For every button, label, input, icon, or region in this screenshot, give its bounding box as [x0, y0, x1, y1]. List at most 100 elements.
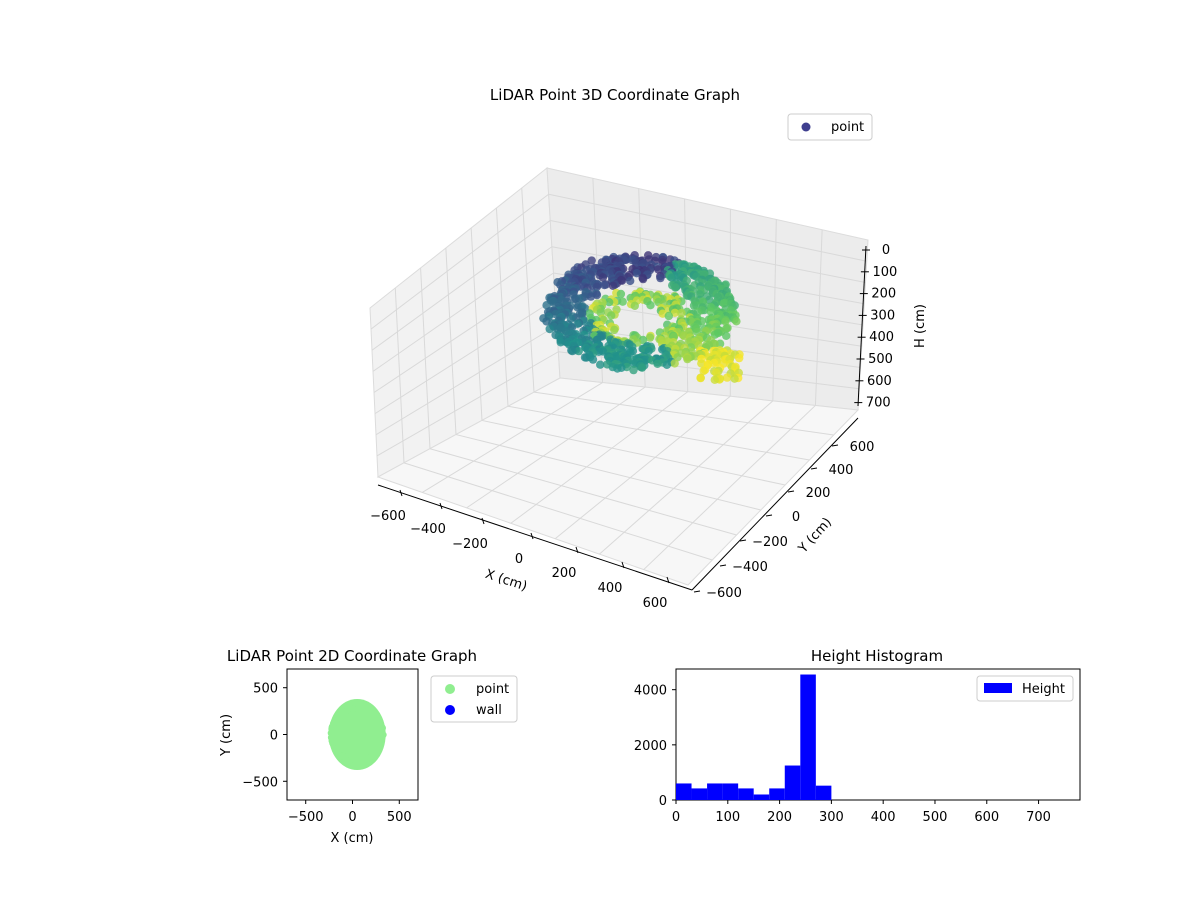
- x-axis-label-2d: X (cm): [331, 831, 374, 846]
- point-3d: [664, 311, 673, 321]
- point-3d: [722, 373, 732, 382]
- point-3d: [670, 359, 679, 368]
- point-2d: [339, 752, 346, 760]
- grid-line: [403, 462, 713, 561]
- point-3d: [735, 353, 744, 363]
- point-3d: [608, 281, 618, 290]
- grid-line: [599, 400, 774, 555]
- histogram: Height Histogram 0 100 200 300 400 500 600 7000…: [634, 647, 1081, 825]
- point-3d: [632, 269, 641, 278]
- grid-line: [643, 405, 816, 570]
- point-3d: [573, 303, 582, 312]
- y-tick-mark-3d: [831, 444, 839, 447]
- legend-3d-label: point: [831, 120, 864, 135]
- y-tick-mark-3d: [739, 539, 747, 542]
- point-3d: [605, 298, 614, 307]
- point-3d: [629, 365, 638, 375]
- y-tick-label-2d: 500: [253, 682, 278, 697]
- histogram-y-tick-label: 4000: [634, 684, 667, 699]
- z-ticks-3d: 0 100 200 300 400 500 600 700: [854, 243, 897, 411]
- point-2d: [349, 705, 357, 713]
- point-3d: [616, 289, 626, 299]
- y-tick-mark-3d: [719, 564, 727, 567]
- y-ticks-3d: −600 −400 −200 0 200 400 600: [693, 440, 874, 601]
- x-tick-label-3d: 400: [598, 581, 623, 596]
- point-3d: [592, 282, 602, 291]
- grid-line: [376, 351, 559, 457]
- histogram-bar: [676, 783, 692, 800]
- point-3d: [638, 274, 648, 284]
- point-3d: [710, 375, 719, 384]
- histogram-y-tick-label: 0: [659, 794, 667, 809]
- x-ticks-3d: −600 −400 −200 0 200 400 600: [370, 489, 670, 611]
- point-2d: [364, 754, 372, 762]
- point-3d: [699, 366, 708, 376]
- grid-line: [429, 448, 737, 536]
- y-tick-mark-3d: [810, 467, 818, 470]
- histogram-title: Height Histogram: [811, 647, 943, 665]
- histogram-x-tick-label: 200: [767, 810, 792, 825]
- z-tick-label-3d: 300: [870, 308, 895, 323]
- z-tick-label-3d: 700: [866, 396, 891, 411]
- histogram-bars: [676, 674, 832, 800]
- y-tick-mark-3d: [693, 590, 701, 593]
- histogram-x-tick-label: 400: [871, 810, 896, 825]
- point-2d: [376, 718, 384, 726]
- point-3d: [683, 354, 692, 364]
- y-tick-label-2d: −500: [242, 775, 278, 790]
- point-3d: [730, 374, 739, 383]
- y-tick-label-3d: −400: [732, 560, 768, 575]
- point-3d: [570, 295, 579, 304]
- point-3d: [644, 346, 653, 356]
- grid-line: [548, 193, 867, 262]
- legend-3d-marker: [801, 122, 811, 132]
- point-3d: [568, 346, 577, 356]
- x-tick-label-2d: 500: [387, 810, 412, 825]
- x-tick-label-2d: −500: [288, 810, 324, 825]
- point-3d: [629, 359, 639, 368]
- y-tick-mark-3d: [787, 490, 795, 493]
- histogram-x-tick-label: 500: [923, 810, 948, 825]
- point-3d: [574, 346, 583, 356]
- point-3d: [582, 353, 591, 362]
- point-3d: [637, 363, 647, 372]
- z-tick-label-3d: 200: [871, 287, 896, 302]
- point-3d: [596, 360, 605, 369]
- grid-line: [507, 405, 810, 461]
- plot-2d: LiDAR Point 2D Coordinate Graph −500 0 500…: [219, 647, 518, 846]
- point-3d: [721, 317, 730, 326]
- histogram-ticks: 0 100 200 300 400 500 600 700 0 2000 4000: [634, 684, 1051, 825]
- x-tick-label-3d: 0: [515, 552, 523, 567]
- point-3d: [545, 324, 554, 334]
- x-tick-label-3d: 200: [552, 566, 577, 581]
- point-2d: [343, 707, 351, 715]
- point-3d: [626, 276, 635, 286]
- point-3d: [646, 301, 655, 310]
- point-3d: [645, 333, 655, 342]
- y-tick-mark-3d: [765, 514, 773, 517]
- histogram-x-tick-label: 300: [819, 810, 844, 825]
- legend-2d: point wall: [430, 675, 518, 723]
- z-axis-line: [857, 245, 867, 407]
- x-tick-label-3d: −200: [452, 537, 488, 552]
- histogram-x-tick-label: 100: [715, 810, 740, 825]
- y-tick-label-3d: −200: [752, 535, 788, 550]
- histogram-x-tick-label: 600: [974, 810, 999, 825]
- point-2d: [347, 756, 355, 764]
- y-tick-label-3d: 400: [829, 463, 854, 478]
- grid-line: [455, 434, 761, 511]
- pane-floor: [376, 377, 860, 586]
- point-3d: [556, 338, 565, 347]
- legend-histogram-swatch: [984, 683, 1012, 693]
- grid-line: [422, 382, 603, 493]
- z-tick-label-3d: 0: [882, 243, 890, 258]
- point-3d: [587, 256, 596, 265]
- z-tick-label-3d: 600: [867, 374, 892, 389]
- x-tick-mark-3d: [666, 576, 670, 584]
- point-3d: [610, 325, 619, 335]
- x-tick-mark-3d: [530, 532, 534, 540]
- histogram-bar: [784, 765, 801, 800]
- point-3d: [697, 359, 706, 368]
- point-2d: [378, 724, 386, 732]
